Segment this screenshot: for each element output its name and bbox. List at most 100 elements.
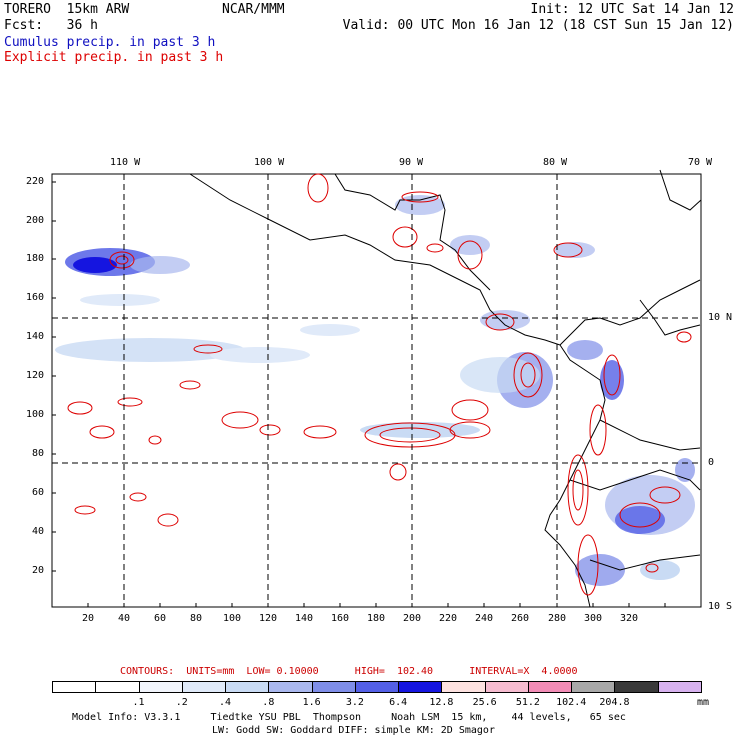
x-tick-label: 20 [82,613,95,624]
y-tick-label: 80 [32,448,45,459]
colorbar-label: 51.2 [515,697,540,708]
precip-contour [451,399,489,421]
y-tick-label: 60 [32,487,45,498]
cumulus-area [567,340,603,360]
colorbar-label: 102.4 [556,697,587,708]
precip-contour [115,255,129,265]
precip-contour [572,469,584,511]
precip-contour [117,397,143,407]
coastline-layer [189,169,702,608]
precip-contour [89,425,115,439]
precip-contour [389,463,407,481]
colorbar-swatch [181,681,227,693]
x-tick-label: 260 [511,613,530,624]
model-physics: LW: Godd SW: Goddard DIFF: simple KM: 2D… [212,725,495,736]
y-tick-label: 100 [26,409,45,420]
colorbar-label: 12.8 [429,697,454,708]
precip-contour [392,226,418,248]
x-tick-label: 220 [439,613,458,624]
precip-contour [157,513,179,527]
precip-contour [645,563,659,573]
x-tick-label: 300 [584,613,603,624]
explicit-precip-layer [67,173,692,596]
cumulus-area [80,294,160,306]
tick-marks [52,181,666,607]
y-tick-label: 40 [32,526,45,537]
colorbar-swatch [95,681,140,693]
precip-contour [676,331,692,343]
colorbar-swatch [527,681,573,693]
colorbar-label: 6.4 [389,697,408,708]
coastline [544,344,606,608]
contours-info: CONTOURS: UNITS=mm LOW= 0.10000 HIGH= 10… [120,666,578,677]
cumulus-area [600,360,624,400]
cumulus-area [55,338,245,362]
cumulus-area [450,235,490,255]
cumulus-area [73,257,117,273]
y-tick-label: 20 [32,565,45,576]
precip-contour [603,354,621,396]
lon-label: 100 W [254,157,285,168]
cumulus-area [300,324,360,336]
legend-cumulus: Cumulus precip. in past 3 h [4,35,216,50]
precip-contour [148,435,162,445]
precip-contour [379,427,441,443]
org-label: NCAR/MMM [222,2,285,17]
cumulus-area [360,422,480,438]
x-tick-label: 40 [118,613,131,624]
y-tick-label: 140 [26,331,45,342]
precip-contour [619,502,661,528]
precip-contour [485,313,515,331]
cumulus-area [675,458,695,482]
precip-contour [553,242,583,258]
x-tick-label: 120 [259,613,278,624]
x-tick-label: 200 [403,613,422,624]
colorbar-label: 25.6 [472,697,497,708]
precip-contour [649,486,681,504]
x-tick-label: 140 [295,613,314,624]
cumulus-area [130,256,190,274]
colorbar-label: 1.6 [302,697,321,708]
precip-contour [303,425,337,439]
colorbar-label: .2 [175,697,188,708]
cumulus-area [460,357,540,393]
cumulus-area [210,347,310,363]
colorbar-label: 3.2 [345,697,364,708]
coastline [659,169,702,211]
y-tick-label: 200 [26,215,45,226]
colorbar-swatch [484,681,529,693]
lat-label: 10 S [708,601,733,612]
forecast-hour: Fcst: 36 h [4,18,98,33]
colorbar-label: .4 [219,697,232,708]
country-border [589,554,701,571]
colorbar-swatch [614,681,659,693]
precip-contour [109,251,135,269]
lon-label: 110 W [110,157,141,168]
x-tick-label: 320 [620,613,639,624]
y-tick-label: 220 [26,176,45,187]
lat-label: 10 N [708,312,733,323]
precip-contour [67,401,93,415]
y-tick-label: 180 [26,253,45,264]
cumulus-area [615,506,665,534]
precip-contour [259,424,281,436]
cumulus-area [555,242,595,258]
lon-label: 80 W [543,157,568,168]
init-time: Init: 12 UTC Sat 14 Jan 12 [530,2,735,17]
colorbar-label: .8 [262,697,275,708]
colorbar-swatch [138,681,183,693]
precip-contour [221,411,259,429]
x-tick-label: 240 [475,613,494,624]
colorbar-swatch [311,681,356,693]
precip-contour [513,352,543,398]
lat-label: 0 [708,457,715,468]
lon-label: 90 W [399,157,424,168]
model-info: Model Info: V3.3.1 Tiedtke YSU PBL Thomp… [72,712,626,723]
coastline [334,173,491,291]
lon-label: 70 W [688,157,713,168]
colorbar-swatch [268,681,313,693]
precip-contour [457,240,483,270]
cumulus-area [575,554,625,586]
graticule [52,174,701,607]
precip-contour [74,505,96,515]
